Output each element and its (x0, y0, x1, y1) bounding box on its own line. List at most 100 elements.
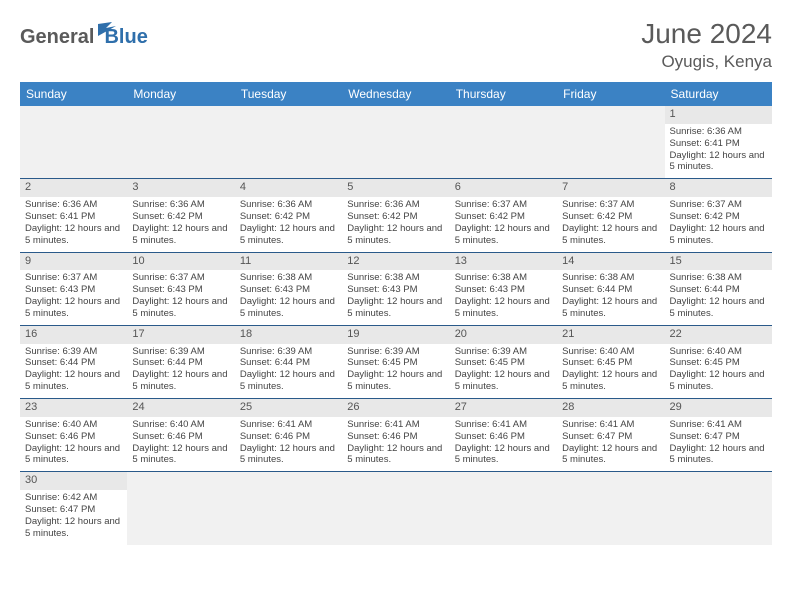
day-number: 28 (557, 399, 664, 417)
day-cell: 12Sunrise: 6:38 AMSunset: 6:43 PMDayligh… (342, 252, 449, 325)
day-cell: 23Sunrise: 6:40 AMSunset: 6:46 PMDayligh… (20, 399, 127, 472)
day-info: Sunrise: 6:39 AMSunset: 6:45 PMDaylight:… (347, 346, 444, 394)
day-number: 1 (665, 106, 772, 124)
title-block: June 2024 Oyugis, Kenya (641, 18, 772, 72)
empty-cell (342, 106, 449, 179)
day-info: Sunrise: 6:41 AMSunset: 6:46 PMDaylight:… (240, 419, 337, 467)
day-number: 26 (342, 399, 449, 417)
day-number: 30 (20, 472, 127, 490)
day-cell: 22Sunrise: 6:40 AMSunset: 6:45 PMDayligh… (665, 325, 772, 398)
day-number: 20 (450, 326, 557, 344)
day-info: Sunrise: 6:36 AMSunset: 6:42 PMDaylight:… (240, 199, 337, 247)
day-cell: 18 Sunrise: 6:39 AMSunset: 6:44 PMDayligh… (235, 325, 342, 398)
day-cell: 10Sunrise: 6:37 AMSunset: 6:43 PMDayligh… (127, 252, 234, 325)
day-number: 25 (235, 399, 342, 417)
weekday-header: Wednesday (342, 82, 449, 106)
day-number: 12 (342, 253, 449, 271)
empty-cell (665, 472, 772, 545)
empty-cell (450, 106, 557, 179)
day-cell: 9Sunrise: 6:37 AMSunset: 6:43 PMDaylight… (20, 252, 127, 325)
calendar-row: 9Sunrise: 6:37 AMSunset: 6:43 PMDaylight… (20, 252, 772, 325)
header: General Blue June 2024 Oyugis, Kenya (20, 18, 772, 72)
empty-cell (127, 106, 234, 179)
day-info: Sunrise: 6:38 AMSunset: 6:43 PMDaylight:… (240, 272, 337, 320)
day-cell: 25 Sunrise: 6:41 AMSunset: 6:46 PMDayligh… (235, 399, 342, 472)
day-cell: 14Sunrise: 6:38 AMSunset: 6:44 PMDayligh… (557, 252, 664, 325)
calendar-body: 1 Sunrise: 6:36 AMSunset: 6:41 PMDaylight… (20, 106, 772, 545)
day-info: Sunrise: 6:36 AMSunset: 6:42 PMDaylight:… (347, 199, 444, 247)
day-info: Sunrise: 6:39 AMSunset: 6:44 PMDaylight:… (132, 346, 229, 394)
day-cell: 17 Sunrise: 6:39 AMSunset: 6:44 PMDayligh… (127, 325, 234, 398)
day-cell: 11Sunrise: 6:38 AMSunset: 6:43 PMDayligh… (235, 252, 342, 325)
day-cell: 19 Sunrise: 6:39 AMSunset: 6:45 PMDayligh… (342, 325, 449, 398)
day-info: Sunrise: 6:38 AMSunset: 6:44 PMDaylight:… (562, 272, 659, 320)
day-number: 7 (557, 179, 664, 197)
empty-cell (342, 472, 449, 545)
day-info: Sunrise: 6:37 AMSunset: 6:43 PMDaylight:… (25, 272, 122, 320)
day-cell: 1Sunrise: 6:36 AMSunset: 6:41 PMDaylight… (665, 106, 772, 179)
empty-cell (127, 472, 234, 545)
day-cell: 30 Sunrise: 6:42 AMSunset: 6:47 PMDayligh… (20, 472, 127, 545)
empty-cell (557, 106, 664, 179)
weekday-header-row: SundayMondayTuesdayWednesdayThursdayFrid… (20, 82, 772, 106)
weekday-header: Monday (127, 82, 234, 106)
day-info: Sunrise: 6:37 AMSunset: 6:42 PMDaylight:… (670, 199, 767, 247)
day-number: 18 (235, 326, 342, 344)
day-number: 17 (127, 326, 234, 344)
calendar-row: 23Sunrise: 6:40 AMSunset: 6:46 PMDayligh… (20, 399, 772, 472)
calendar-row: 1Sunrise: 6:36 AMSunset: 6:41 PMDaylight… (20, 106, 772, 179)
day-cell: 6Sunrise: 6:37 AMSunset: 6:42 PMDaylight… (450, 179, 557, 252)
calendar-row: 2 Sunrise: 6:36 AMSunset: 6:41 PMDaylight… (20, 179, 772, 252)
day-info: Sunrise: 6:39 AMSunset: 6:44 PMDaylight:… (240, 346, 337, 394)
day-cell: 26 Sunrise: 6:41 AMSunset: 6:46 PMDayligh… (342, 399, 449, 472)
day-info: Sunrise: 6:42 AMSunset: 6:47 PMDaylight:… (25, 492, 122, 540)
day-cell: 28Sunrise: 6:41 AMSunset: 6:47 PMDayligh… (557, 399, 664, 472)
weekday-header: Sunday (20, 82, 127, 106)
day-cell: 3Sunrise: 6:36 AMSunset: 6:42 PMDaylight… (127, 179, 234, 252)
day-number: 15 (665, 253, 772, 271)
day-info: Sunrise: 6:40 AMSunset: 6:46 PMDaylight:… (25, 419, 122, 467)
logo: General Blue (20, 22, 148, 53)
day-cell: 20 Sunrise: 6:39 AMSunset: 6:45 PMDayligh… (450, 325, 557, 398)
logo-text-general: General (20, 26, 94, 49)
logo-text-blue: Blue (104, 26, 147, 49)
day-number: 21 (557, 326, 664, 344)
day-info: Sunrise: 6:40 AMSunset: 6:45 PMDaylight:… (562, 346, 659, 394)
day-cell: 21 Sunrise: 6:40 AMSunset: 6:45 PMDayligh… (557, 325, 664, 398)
day-cell: 27 Sunrise: 6:41 AMSunset: 6:46 PMDayligh… (450, 399, 557, 472)
day-info: Sunrise: 6:39 AMSunset: 6:45 PMDaylight:… (455, 346, 552, 394)
day-info: Sunrise: 6:36 AMSunset: 6:41 PMDaylight:… (25, 199, 122, 247)
empty-cell (557, 472, 664, 545)
day-info: Sunrise: 6:37 AMSunset: 6:42 PMDaylight:… (562, 199, 659, 247)
calendar-row: 30 Sunrise: 6:42 AMSunset: 6:47 PMDayligh… (20, 472, 772, 545)
day-info: Sunrise: 6:39 AMSunset: 6:44 PMDaylight:… (25, 346, 122, 394)
day-cell: 8 Sunrise: 6:37 AMSunset: 6:42 PMDaylight… (665, 179, 772, 252)
day-number: 2 (20, 179, 127, 197)
empty-cell (235, 106, 342, 179)
day-cell: 13Sunrise: 6:38 AMSunset: 6:43 PMDayligh… (450, 252, 557, 325)
weekday-header: Saturday (665, 82, 772, 106)
day-info: Sunrise: 6:41 AMSunset: 6:46 PMDaylight:… (347, 419, 444, 467)
day-number: 11 (235, 253, 342, 271)
empty-cell (235, 472, 342, 545)
location-label: Oyugis, Kenya (641, 52, 772, 72)
weekday-header: Friday (557, 82, 664, 106)
day-cell: 15Sunrise: 6:38 AMSunset: 6:44 PMDayligh… (665, 252, 772, 325)
day-cell: 7 Sunrise: 6:37 AMSunset: 6:42 PMDaylight… (557, 179, 664, 252)
calendar-table: SundayMondayTuesdayWednesdayThursdayFrid… (20, 82, 772, 545)
day-number: 13 (450, 253, 557, 271)
day-info: Sunrise: 6:38 AMSunset: 6:43 PMDaylight:… (455, 272, 552, 320)
day-number: 27 (450, 399, 557, 417)
day-info: Sunrise: 6:38 AMSunset: 6:43 PMDaylight:… (347, 272, 444, 320)
day-cell: 24Sunrise: 6:40 AMSunset: 6:46 PMDayligh… (127, 399, 234, 472)
day-number: 8 (665, 179, 772, 197)
day-cell: 16 Sunrise: 6:39 AMSunset: 6:44 PMDayligh… (20, 325, 127, 398)
day-number: 19 (342, 326, 449, 344)
day-info: Sunrise: 6:40 AMSunset: 6:45 PMDaylight:… (670, 346, 767, 394)
empty-cell (450, 472, 557, 545)
weekday-header: Tuesday (235, 82, 342, 106)
day-number: 6 (450, 179, 557, 197)
day-number: 16 (20, 326, 127, 344)
day-info: Sunrise: 6:41 AMSunset: 6:46 PMDaylight:… (455, 419, 552, 467)
day-info: Sunrise: 6:38 AMSunset: 6:44 PMDaylight:… (670, 272, 767, 320)
